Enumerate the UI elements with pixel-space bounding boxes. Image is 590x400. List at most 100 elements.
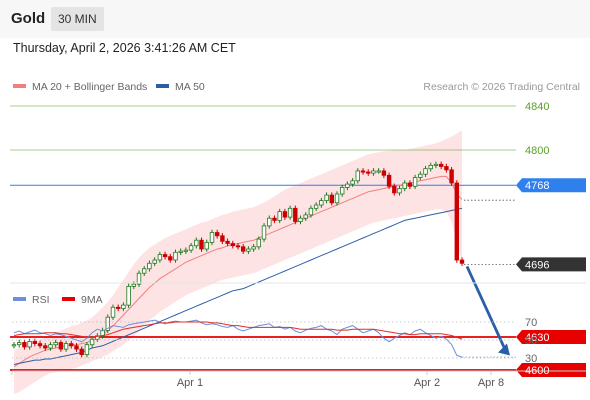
rsi-panel: 70 50 30 (12, 317, 537, 365)
candle-body (89, 338, 95, 346)
candle-body (339, 186, 345, 195)
candle-body (131, 283, 136, 287)
candle-body (365, 171, 371, 174)
candle-body (334, 193, 340, 204)
candle-body (329, 194, 334, 204)
candle-body (220, 235, 225, 242)
price-label-4800-group: 4800 (525, 145, 549, 157)
price-levels (10, 105, 516, 371)
rsi-tick-30: 30 (525, 353, 537, 365)
price-label-4696-group: 4696 (516, 257, 586, 272)
x-axis: Apr 1 Apr 2 Apr 8 (11, 370, 586, 389)
candle-body (412, 177, 418, 187)
candle-body (79, 348, 84, 356)
price-label-4800: 4800 (525, 145, 549, 157)
bollinger-band (14, 130, 462, 395)
candle-body (376, 170, 381, 173)
candle-body (105, 316, 110, 331)
candle-body (298, 217, 303, 222)
candle-body (84, 344, 90, 356)
candle-body (261, 225, 267, 240)
legend-swatch-ma50 (156, 84, 169, 88)
chart-header-bar: Gold 30 MIN (0, 0, 590, 38)
candle-body (313, 204, 319, 209)
candle-body (126, 285, 131, 306)
candle-body (287, 207, 293, 218)
candle-body (256, 238, 261, 248)
candle-body (272, 217, 277, 221)
candle-body (204, 241, 209, 250)
rsi-tick-70: 70 (525, 317, 537, 329)
price-label-4630: 4630 (525, 332, 549, 344)
candle-body (178, 250, 183, 253)
candle-body (37, 343, 43, 347)
candle-body (246, 248, 251, 252)
price-label-4696: 4696 (525, 259, 549, 271)
candle-body (459, 259, 465, 264)
candle-body (402, 182, 407, 189)
legend-swatch-9ma (62, 297, 75, 301)
candle-body (267, 217, 272, 227)
candle-body (454, 182, 459, 261)
candle-body (407, 182, 413, 187)
price-label-4600-tag (516, 363, 586, 377)
candle-body (53, 342, 58, 346)
candle-body (199, 239, 204, 250)
candle-body (277, 211, 282, 221)
symbol-name: Gold (11, 10, 46, 27)
legend-swatch-ma20 (13, 84, 26, 88)
price-label-4630-group: 4630 (516, 330, 586, 344)
candle-body (418, 173, 423, 178)
price-label-4768: 4768 (525, 180, 549, 192)
x-tick-label: Apr 2 (414, 377, 440, 389)
candle-body (345, 183, 350, 188)
rsi-line (13, 319, 463, 358)
candle-body (162, 254, 168, 258)
price-level-labels: 4840 4800 4768 4696 4630 4600 (516, 101, 586, 377)
candle-body (32, 340, 37, 344)
candlesticks (11, 161, 465, 358)
candle-body (152, 259, 157, 264)
candle-body (147, 262, 152, 270)
candle-body (116, 306, 121, 309)
projection-arrow (465, 265, 510, 356)
candle-body (397, 188, 402, 194)
legend-label-ma50: MA 50 (175, 81, 205, 93)
rsi-tick-50: 50 (525, 335, 537, 347)
candle-body (324, 194, 329, 202)
candle-body (141, 268, 147, 274)
price-label-4630-tag (516, 330, 586, 344)
timeframe-badge[interactable]: 30 MIN (51, 7, 104, 31)
chart-datetime: Thursday, April 2, 2026 3:41:26 AM CET (13, 41, 236, 55)
candle-body (27, 340, 32, 348)
price-legend: MA 20 + Bollinger Bands MA 50 Research ©… (13, 81, 580, 93)
candle-body (371, 170, 376, 174)
x-tick-label: Apr 1 (177, 377, 203, 389)
candle-body (136, 272, 142, 285)
research-credit: Research © 2026 Trading Central (423, 81, 580, 93)
candle-body (433, 163, 439, 166)
candle-body (110, 306, 116, 318)
candle-body (22, 342, 27, 348)
candle-body (230, 243, 235, 247)
candle-body (293, 207, 298, 222)
rsi-legend: RSI 9MA (13, 294, 103, 306)
candle-body (428, 164, 433, 170)
candle-body (355, 170, 360, 182)
candle-body (58, 342, 64, 350)
candle-body (48, 344, 53, 349)
candle-body (188, 245, 194, 251)
candle-body (392, 185, 397, 194)
price-label-4840-group: 4840 (525, 101, 549, 113)
candle-body (183, 249, 189, 252)
candle-body (194, 239, 199, 247)
candle-body (444, 166, 449, 171)
candle-body (214, 232, 220, 237)
candle-body (16, 342, 22, 346)
candle-body (386, 174, 392, 187)
candle-body (240, 246, 246, 252)
candle-body (63, 343, 69, 350)
candle-body (319, 200, 324, 206)
candle-body (282, 211, 288, 218)
